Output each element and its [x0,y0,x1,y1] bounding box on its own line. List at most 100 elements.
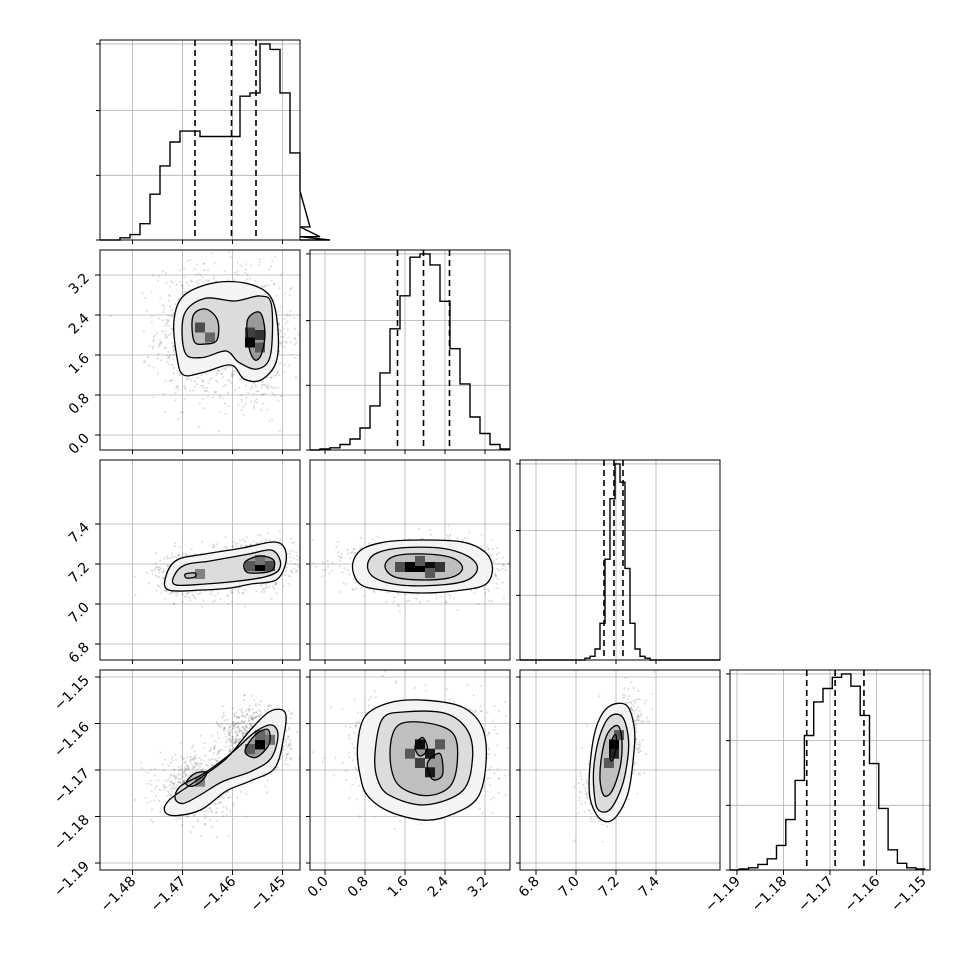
pair-1-0-point [245,396,248,399]
pair-3-0-point [286,737,289,740]
pair-1-0-point [261,393,264,396]
pair-3-0-point [193,750,196,753]
pair-1-0-point [279,274,282,277]
pair-2-1-point [502,563,505,566]
pair-1-0-point [152,335,155,339]
pair-3-0-point [231,707,234,710]
pair-1-0-point [188,284,191,287]
pair-3-0-point [221,810,224,813]
pair-2-1-point [415,597,418,601]
pair-3-0-point [226,791,229,794]
pair-1-0-point [271,392,274,395]
hist-1-frame [309,249,511,451]
pair-2-0-point [259,534,262,537]
pair-3-0-point [228,725,232,728]
pair-1-0-point [219,394,222,398]
pair-3-0-point [189,771,192,774]
pair-1-0-point [172,366,175,370]
pair-1-0-point [109,315,112,318]
pair-2-0-point [166,557,169,560]
pair-1-0-point [244,271,247,274]
pair-3-0-point [227,728,230,731]
pair-1-0-point [220,372,223,376]
pair-1-0-point [278,332,281,335]
pair-3-0-point [163,788,166,791]
pair-1-0-point [252,382,255,385]
pair-3-0-point [192,764,195,768]
pair-2-0-point [156,575,159,578]
pair-1-0-point [169,379,172,383]
pair-3-0-point [283,748,286,751]
pair-3-0-point [182,780,185,783]
pair-3-0-point [233,742,236,745]
pair-3-0-point [176,774,179,777]
pair-3-0-point [217,802,220,805]
pair-2-0-point [303,572,305,574]
pair-1-0-point [266,384,269,387]
pair-1-0-point [201,384,204,387]
pair-3-0-point [140,761,143,764]
pair-1-0-point [172,354,176,357]
pair-3-0-point [184,766,187,769]
pair-3-0-point [172,785,175,788]
pair-3-0-point [171,756,174,759]
pair-2-0-point [231,591,234,594]
pair-2-0-point [290,560,293,563]
pair-1-0-point [284,292,287,295]
pair-3-0-point [184,767,187,771]
pair-1-0-point [193,380,196,383]
pair-3-0-point [287,726,291,729]
pair-2-1-point [392,600,395,603]
pair-1-0-point [160,359,163,362]
pair-1-0-point [171,341,174,344]
pair-3-0-point [220,723,223,726]
pair-2-0-point [306,556,308,558]
pair-1-0-point [181,411,184,414]
pair-3-0-point [264,785,267,788]
pair-1-0-point [277,386,280,389]
pair-3-0-point [206,809,209,813]
pair-2-0-point [148,582,151,585]
pair-1-0-point [240,264,243,267]
pair-1-0-point [156,357,159,360]
pair-1-0-point [173,399,176,402]
pair-2-0-point [160,592,163,595]
pair-3-0-point [208,749,211,752]
pair-1-0-point [165,323,168,326]
pair-1-0-point [202,380,205,383]
pair-1-0-point [294,356,297,359]
pair-2-0-point [172,591,175,595]
pair-3-0-point [149,779,152,783]
pair-1-0-point [173,372,176,375]
pair-1-0-point [214,391,217,394]
pair-3-0-point [228,726,231,729]
pair-3-0-point [260,713,263,716]
pair-3-0-point [229,748,232,752]
pair-1-0-point [163,346,166,350]
pair-2-0-cell-2 [245,561,255,571]
pair-3-0-point [173,783,176,786]
pair-1-0-point [152,396,155,399]
pair-3-0-point [240,714,243,717]
pair-3-0-point [181,770,184,773]
pair-1-0-point [262,383,265,386]
pair-3-0-point [245,726,249,729]
pair-3-0-contour-2 [185,771,208,788]
pair-3-0-point [250,722,253,725]
pair-1-0-point [261,384,264,387]
pair-3-0-point [235,715,238,718]
pair-3-0-point [177,777,180,780]
pair-1-0-point [223,270,226,273]
pair-3-0-point [236,734,239,737]
pair-3-0-point [186,774,189,777]
pair-2-0-point [164,589,167,592]
pair-2-1-point [461,539,464,542]
pair-3-0-point [150,789,153,792]
pair-3-0-point [228,734,231,737]
pair-1-0-point [143,359,146,363]
pair-2-0-point [159,559,162,562]
pair-2-0-point [224,536,227,539]
pair-2-0-point [158,571,161,574]
pair-1-0-point [254,279,257,282]
pair-3-0-point [184,773,187,776]
